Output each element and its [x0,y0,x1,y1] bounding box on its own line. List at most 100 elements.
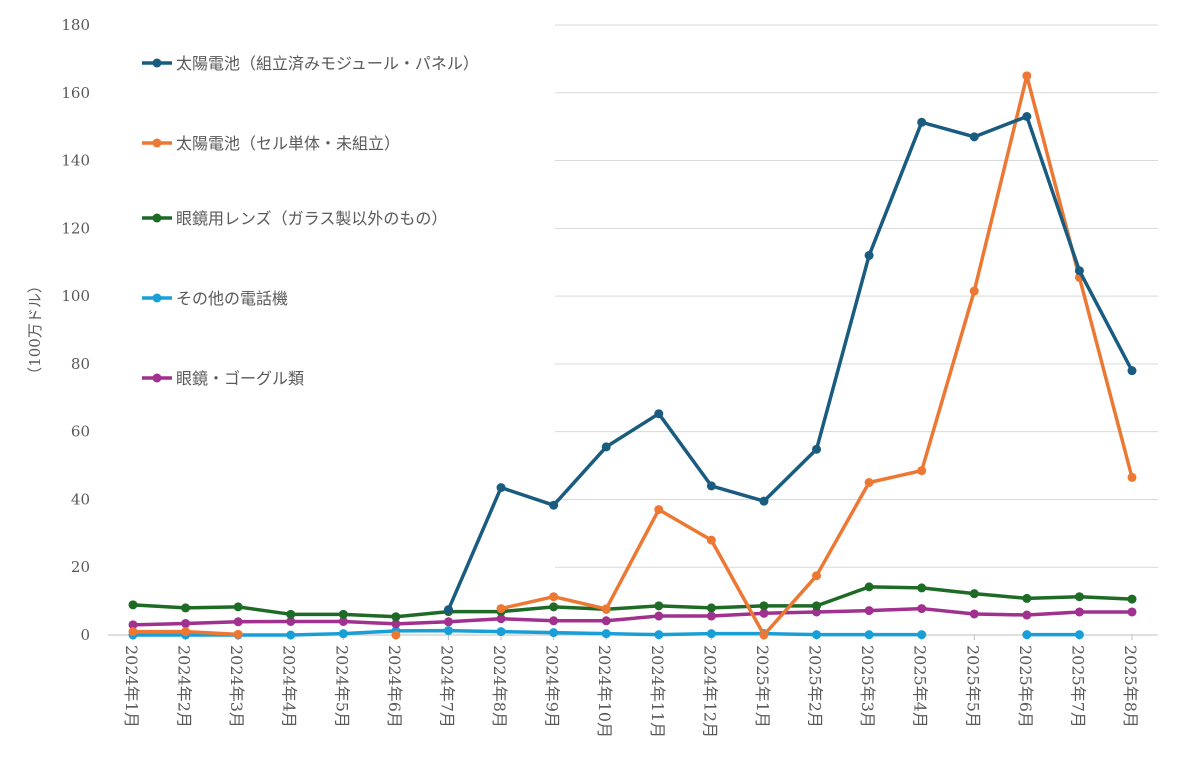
data-point [759,608,769,618]
x-tick-label: 2024年7月 [437,645,456,728]
data-point [286,630,296,640]
series-line [133,628,922,637]
data-point [286,609,296,619]
y-tick-label: 40 [71,490,90,508]
legend-label: 太陽電池（セル単体・未組立） [176,134,400,153]
data-point [706,603,716,613]
legend-marker [152,58,162,68]
data-point [1022,71,1032,81]
data-point [601,442,611,452]
y-tick-label: 80 [71,355,90,373]
legend-label: 眼鏡用レンズ（ガラス製以外のもの） [176,209,447,228]
y-tick-label: 120 [61,219,90,237]
y-tick-label: 20 [71,558,90,576]
data-point [1022,630,1032,640]
x-tick-label: 2025年4月 [911,645,930,728]
data-point [286,616,296,626]
data-point [443,605,453,615]
series-line [446,114,1134,611]
y-tick-label: 0 [80,626,90,644]
data-point [128,620,138,630]
data-point [864,250,874,260]
series-line [132,585,1133,619]
data-point [812,444,822,454]
legend-marker [152,213,162,223]
data-point [969,589,979,599]
data-point [706,535,716,545]
x-tick-label: 2024年4月 [280,645,299,728]
data-point [864,606,874,616]
x-tick-label: 2025年5月 [963,645,982,728]
data-point [391,630,401,640]
y-axis-label: （100万ドル） [26,278,44,382]
data-point [759,630,769,640]
data-point [917,604,927,614]
x-tick-label: 2025年8月 [1121,645,1140,728]
x-tick-label: 2024年12月 [700,645,719,738]
data-point [1127,607,1137,617]
data-point [1022,593,1032,603]
data-point [443,626,453,636]
y-tick-label: 180 [61,16,90,34]
data-point [549,616,559,626]
data-point [654,601,664,611]
data-point [969,286,979,296]
x-tick-label: 2025年7月 [1068,645,1087,728]
data-point [549,500,559,510]
x-tick-label: 2024年1月 [122,645,141,728]
data-point [654,409,664,419]
data-point [864,478,874,487]
data-point [391,619,401,629]
data-point [654,611,664,621]
data-point [759,601,769,611]
legend-label: 眼鏡・ゴーグル類 [176,369,304,388]
data-point [233,629,243,639]
x-tick-label: 2024年10月 [595,645,614,738]
data-point [1074,607,1084,617]
x-tick-label: 2024年11月 [648,645,667,738]
data-point [706,611,716,621]
data-point [601,629,611,639]
data-point [864,582,874,592]
data-point [1022,610,1032,620]
data-point [338,629,348,639]
data-point [759,496,769,506]
data-point [864,630,874,640]
data-point [233,617,243,627]
data-point [1127,366,1137,376]
data-point [601,616,611,626]
data-point [969,609,979,619]
y-tick-label: 100 [61,287,90,305]
x-tick-label: 2025年2月 [806,645,825,728]
data-point [181,618,191,628]
x-tick-label: 2025年3月 [858,645,877,728]
legend-marker [152,373,162,383]
x-tick-label: 2024年3月 [227,645,246,728]
data-point [181,603,191,613]
x-tick-label: 2024年8月 [490,645,509,728]
data-point [496,604,506,614]
data-point [549,628,559,638]
data-point [496,614,506,624]
data-point [1074,266,1084,276]
data-point [338,616,348,626]
legend-label: その他の電話機 [176,289,288,308]
data-point [812,601,822,611]
x-tick-label: 2024年6月 [385,645,404,728]
data-point [128,627,138,637]
legend-label: 太陽電池（組立済みモジュール・パネル） [176,54,479,73]
x-tick-label: 2024年5月 [332,645,351,728]
data-point [917,117,927,127]
data-point [706,481,716,491]
data-point [812,630,822,640]
y-tick-label: 160 [61,84,90,102]
data-point [1127,472,1137,482]
data-point [128,600,138,610]
data-point [601,604,611,614]
data-point [1074,630,1084,640]
x-tick-label: 2025年1月 [753,645,772,728]
data-point [969,132,979,142]
data-point [338,609,348,619]
